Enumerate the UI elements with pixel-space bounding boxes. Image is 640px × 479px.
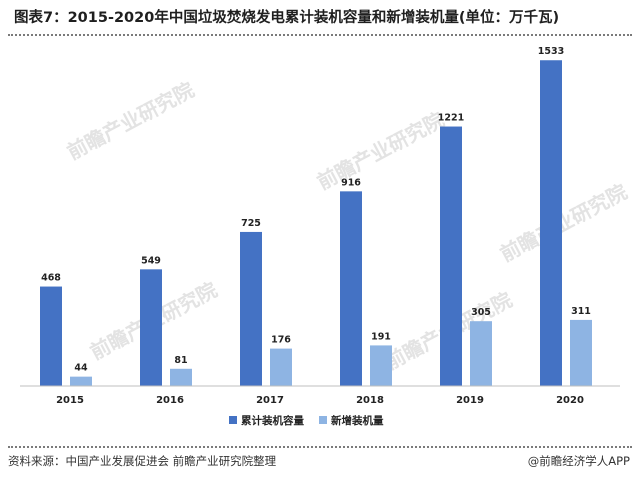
credit-note: @前瞻经济学人APP xyxy=(527,454,630,468)
watermark-2: 前瞻产业研究院 xyxy=(313,107,448,194)
watermark-1: 前瞻产业研究院 xyxy=(63,77,198,164)
bar-cumulative-2016 xyxy=(140,269,162,386)
bar-cumulative-2015 xyxy=(40,286,62,386)
data-label-new-2017: 176 xyxy=(271,335,291,346)
data-label-new-2018: 191 xyxy=(371,331,391,342)
data-label-new-2020: 311 xyxy=(571,306,591,317)
bar-cumulative-2017 xyxy=(240,231,262,386)
x-tick-2020: 2020 xyxy=(556,395,584,406)
legend-label-cumulative: 累计装机容量 xyxy=(241,414,304,427)
bar-cumulative-2019 xyxy=(440,126,462,386)
legend-label-new: 新增装机量 xyxy=(331,414,384,427)
bar-chart: 前瞻产业研究院 前瞻产业研究院 前瞻产业研究院 前瞻产业研究院 前瞻产业研究院 … xyxy=(20,46,631,427)
bar-new-2020 xyxy=(570,319,592,386)
bar-new-2019 xyxy=(470,321,492,386)
data-label-cumulative-2015: 468 xyxy=(41,273,61,284)
bar-new-2018 xyxy=(370,345,392,386)
watermark-3: 前瞻产业研究院 xyxy=(496,179,631,266)
data-label-cumulative-2017: 725 xyxy=(241,218,261,229)
legend-swatch-new xyxy=(319,416,327,424)
source-note: 资料来源：中国产业发展促进会 前瞻产业研究院整理 xyxy=(8,454,277,468)
x-ticks: 2015 2016 2017 2018 2019 2020 xyxy=(56,395,584,406)
x-tick-2017: 2017 xyxy=(256,395,284,406)
data-label-new-2019: 305 xyxy=(471,307,491,318)
data-label-new-2015: 44 xyxy=(74,363,88,374)
data-label-new-2016: 81 xyxy=(174,355,187,366)
x-tick-2019: 2019 xyxy=(456,395,484,406)
bar-cumulative-2020 xyxy=(540,60,562,387)
data-label-cumulative-2019: 1221 xyxy=(438,113,464,124)
data-label-cumulative-2020: 1533 xyxy=(538,46,564,57)
x-tick-2016: 2016 xyxy=(156,395,184,406)
top-divider xyxy=(8,34,632,36)
bottom-divider xyxy=(8,446,632,448)
bar-new-2015 xyxy=(70,376,92,386)
legend-swatch-cumulative xyxy=(229,416,237,424)
x-tick-2018: 2018 xyxy=(356,395,384,406)
bar-new-2016 xyxy=(170,368,192,386)
data-label-cumulative-2016: 549 xyxy=(141,255,161,266)
data-label-cumulative-2018: 916 xyxy=(341,177,361,188)
bar-new-2017 xyxy=(270,348,292,386)
legend: 累计装机容量 新增装机量 xyxy=(229,414,384,427)
bars-layer: 468 44 549 81 725 176 916 191 1221 305 1533 311 xyxy=(40,46,592,387)
bar-cumulative-2018 xyxy=(340,191,362,386)
chart-title: 图表7：2015-2020年中国垃圾焚烧发电累计装机容量和新增装机量(单位：万千… xyxy=(14,10,560,26)
x-tick-2015: 2015 xyxy=(56,395,84,406)
